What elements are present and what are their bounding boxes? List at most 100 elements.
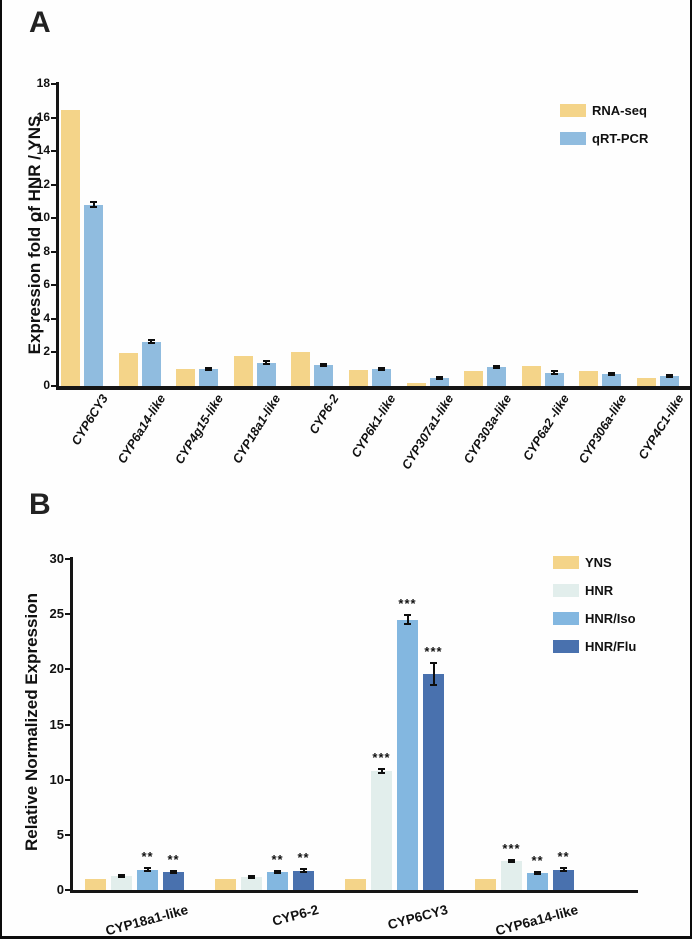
bar — [137, 869, 158, 890]
bar — [163, 871, 184, 890]
y-tick — [51, 385, 56, 387]
y-axis-line — [56, 82, 59, 388]
error-bar — [432, 662, 435, 685]
error-bar-cap — [118, 873, 125, 876]
error-bar — [150, 339, 153, 344]
y-tick-label: 5 — [56, 826, 64, 842]
error-bar-cap — [534, 870, 541, 873]
error-bar-cap — [435, 378, 443, 381]
bar — [475, 878, 496, 890]
significance-stars: ** — [297, 850, 310, 866]
bar — [372, 369, 391, 386]
y-tick-label: 4 — [43, 310, 50, 325]
y-tick-label: 15 — [49, 716, 64, 732]
panel-b-label: B — [29, 488, 51, 521]
bar — [423, 673, 444, 890]
error-bar-cap — [170, 869, 177, 872]
bar — [501, 861, 522, 890]
bar — [199, 369, 219, 386]
error-bar-cap — [404, 614, 411, 617]
bar — [111, 875, 132, 890]
y-tick — [65, 668, 70, 671]
significance-stars: *** — [372, 749, 391, 765]
significance-stars: ** — [271, 851, 284, 867]
x-axis-line — [56, 386, 690, 390]
significance-stars: ** — [531, 852, 544, 868]
x-axis-line — [70, 890, 638, 893]
error-bar-cap — [248, 874, 255, 877]
bar — [293, 870, 314, 890]
error-bar-cap — [550, 370, 558, 373]
bar — [345, 878, 366, 890]
error-bar-cap — [300, 871, 307, 874]
bar — [241, 876, 262, 890]
error-bar-cap — [90, 201, 97, 204]
error-bar-cap — [320, 363, 328, 366]
error-bar-cap — [274, 871, 281, 874]
y-tick-label: 8 — [43, 243, 50, 258]
y-tick — [65, 833, 70, 836]
error-bar-cap — [666, 375, 673, 378]
error-bar-cap — [560, 870, 567, 873]
y-tick — [65, 558, 70, 560]
bar — [349, 370, 368, 386]
error-bar-cap — [274, 869, 281, 872]
error-bar — [380, 768, 383, 774]
bar — [85, 878, 106, 890]
error-bar-cap — [144, 869, 151, 872]
legend-swatch — [553, 640, 579, 653]
category-label: CYP6-2 — [270, 902, 320, 929]
y-tick — [65, 723, 70, 726]
error-bar — [536, 871, 539, 875]
bar — [406, 382, 426, 386]
error-bar-cap — [320, 365, 328, 368]
y-tick — [51, 284, 56, 287]
y-tick — [51, 250, 56, 253]
y-tick — [51, 183, 56, 186]
error-bar-cap — [300, 868, 307, 871]
error-bar-cap — [430, 661, 437, 664]
error-bar-cap — [378, 767, 385, 770]
y-tick-label: 10 — [49, 771, 64, 787]
chart-panel-a: 0 2 4 6 8 10 12 14 16 18 Expression fold of HNR / … — [2, 0, 690, 480]
legend-label: qRT-PCR — [592, 131, 649, 146]
bar — [141, 341, 161, 386]
error-bar-cap — [435, 376, 443, 379]
error-bar-cap — [170, 871, 177, 874]
error-bar — [668, 374, 671, 377]
bar — [579, 370, 599, 386]
y-tick — [65, 613, 70, 616]
y-tick — [51, 83, 56, 85]
error-bar — [92, 202, 95, 208]
y-tick-label: 20 — [49, 661, 64, 677]
error-bar — [562, 867, 565, 872]
bar — [314, 365, 334, 386]
bar — [521, 365, 541, 386]
significance-stars: *** — [502, 841, 521, 857]
y-tick-label: 30 — [49, 551, 64, 566]
error-bar-cap — [493, 366, 501, 369]
y-tick-label: 12 — [36, 176, 50, 191]
error-bar-cap — [248, 876, 255, 879]
significance-stars: *** — [424, 643, 443, 659]
bar — [464, 370, 484, 386]
y-tick — [51, 116, 56, 119]
panel-a-label: A — [29, 6, 51, 39]
error-bar-cap — [608, 371, 616, 374]
error-bar — [438, 377, 441, 380]
error-bar-cap — [262, 362, 270, 365]
error-bar-cap — [508, 861, 515, 864]
error-bar — [265, 361, 268, 364]
y-axis-line — [70, 557, 73, 892]
bar — [660, 375, 679, 386]
category-label: CYP18a1-like — [104, 902, 190, 939]
error-bar-cap — [560, 866, 567, 869]
error-bar-cap — [378, 369, 385, 372]
legend-label: HNR/Flu — [585, 639, 637, 654]
legend-swatch — [553, 612, 579, 625]
y-tick-label: 14 — [36, 143, 50, 158]
y-tick-label: 18 — [36, 76, 50, 90]
bar — [553, 869, 574, 890]
